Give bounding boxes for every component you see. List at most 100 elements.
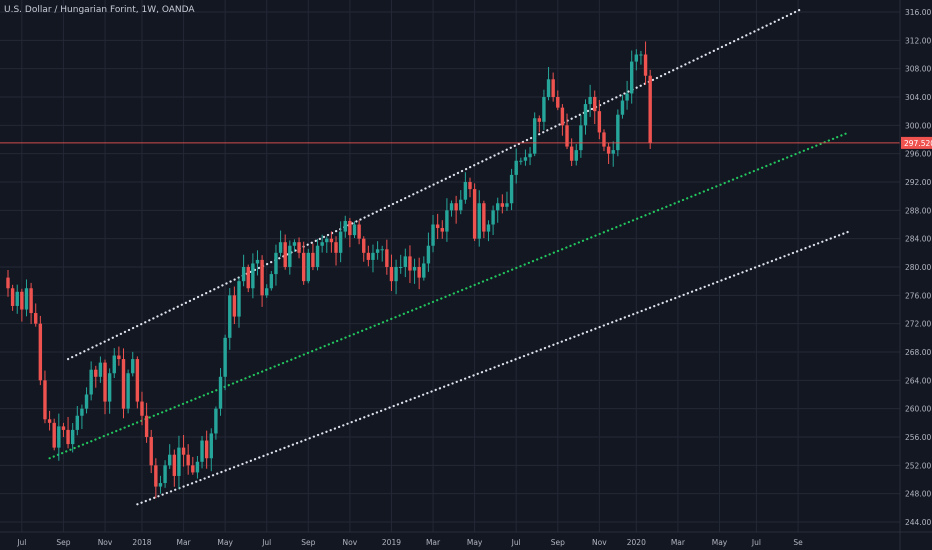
candle-up [574, 150, 578, 161]
channel-line-lower [136, 230, 850, 506]
last-price-badge [901, 136, 932, 149]
x-tick-label: Jul [16, 538, 26, 547]
y-tick-label: 264.00 [905, 376, 931, 385]
candle-up [422, 263, 426, 278]
candle-up [288, 245, 292, 267]
channel-lines [48, 7, 850, 506]
y-tick-label: 260.00 [905, 405, 931, 414]
y-tick-label: 276.00 [905, 291, 931, 300]
candle-up [75, 415, 79, 430]
candle-down [334, 242, 338, 253]
grid-lines [0, 0, 900, 532]
candle-down [301, 252, 306, 282]
candle-up [209, 433, 213, 459]
candle-down [297, 242, 301, 253]
candle-down [61, 426, 66, 430]
candle-down [569, 146, 574, 161]
candle-down [556, 97, 560, 108]
y-tick-label: 308.00 [905, 65, 931, 74]
channel-line-upper [66, 7, 804, 361]
candle-down [140, 401, 144, 416]
candle-up [306, 252, 310, 282]
candle-up [412, 267, 417, 271]
candle-down [181, 447, 186, 455]
candle-down [20, 291, 24, 310]
candle-up [112, 355, 116, 374]
candle-down [648, 75, 652, 144]
candle-up [158, 483, 163, 487]
candle-up [486, 224, 491, 232]
x-tick-label: Nov [343, 538, 358, 547]
candle-down [565, 125, 569, 147]
candle-up [338, 231, 343, 253]
x-tick-label: Nov [98, 538, 113, 547]
x-tick-label: Jul [261, 538, 271, 547]
x-tick-label: May [217, 538, 233, 547]
candle-down [408, 256, 412, 271]
candle-up [269, 274, 274, 289]
candle-up [616, 114, 620, 151]
candle-up [214, 408, 218, 434]
candle-up [449, 203, 454, 211]
candle-up [80, 408, 84, 416]
x-tick-label: 2018 [132, 538, 151, 547]
candle-up [519, 160, 523, 162]
candle-up [431, 224, 435, 246]
candle-up [375, 249, 380, 253]
candle-up [228, 295, 232, 338]
y-tick-label: 300.00 [905, 121, 931, 130]
candle-down [602, 132, 606, 147]
candle-down [47, 419, 52, 423]
candle-down [246, 267, 250, 289]
x-tick-label: Sep [301, 538, 315, 547]
candle-up [352, 224, 357, 236]
candle-down [366, 252, 371, 260]
candle-down [121, 359, 126, 409]
candle-up [514, 160, 518, 175]
candle-up [625, 93, 629, 101]
candle-up [371, 252, 375, 260]
candle-down [472, 189, 477, 239]
x-tick-label: Mar [176, 538, 191, 547]
last-price-label: 297.520 [904, 139, 932, 148]
candle-up [426, 245, 431, 264]
candle-up [200, 440, 204, 462]
candle-up [477, 203, 481, 239]
candle-up [403, 256, 408, 267]
candle-up [237, 281, 241, 317]
x-tick-label: 2020 [627, 538, 646, 547]
x-tick-label: Jul [511, 538, 521, 547]
candle-down [454, 203, 458, 211]
y-tick-label: 252.00 [905, 461, 931, 470]
candle-up [542, 97, 546, 122]
candle-down [329, 238, 334, 243]
candle-down [482, 203, 486, 232]
candle-down [357, 224, 361, 239]
candle-up [195, 461, 200, 473]
y-tick-label: 304.00 [905, 93, 931, 102]
y-tick-label: 280.00 [905, 263, 931, 272]
candle-up [218, 376, 223, 409]
candle-up [274, 252, 278, 275]
x-tick-label: May [467, 538, 483, 547]
candle-up [445, 210, 449, 232]
candle-down [597, 111, 602, 133]
candle-down [204, 440, 209, 459]
y-tick-label: 288.00 [905, 206, 931, 215]
candle-up [177, 447, 181, 476]
candle-up [84, 394, 89, 409]
x-tick-label: Se [793, 538, 803, 547]
candle-down [34, 313, 38, 324]
chart-title: U.S. Dollar / Hungarian Forint, 1W, OAND… [4, 5, 195, 15]
candle-up [399, 267, 403, 268]
candle-up [630, 61, 634, 94]
candle-down [417, 267, 421, 278]
y-tick-label: 256.00 [905, 433, 931, 442]
candle-down [149, 437, 153, 466]
candle-down [29, 288, 33, 314]
candle-up [343, 220, 347, 232]
candle-down [348, 220, 352, 236]
candle-up [265, 288, 269, 296]
candle-down [10, 288, 15, 306]
